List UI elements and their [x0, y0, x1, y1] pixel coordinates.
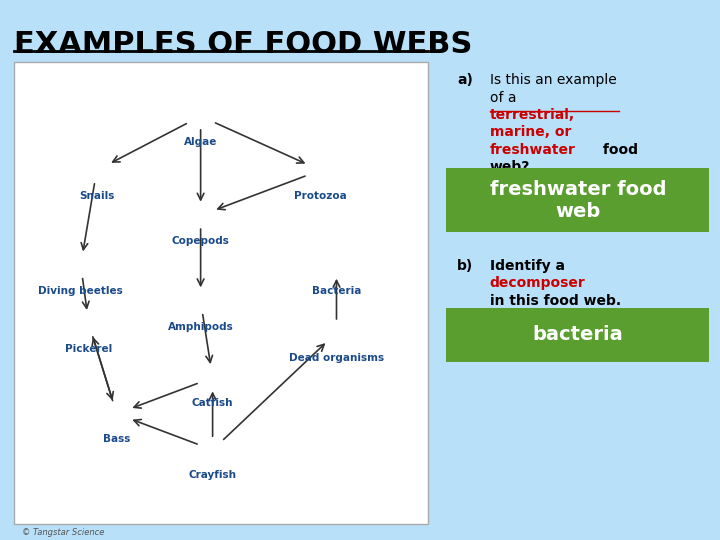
- FancyBboxPatch shape: [14, 62, 428, 524]
- Text: bacteria: bacteria: [532, 325, 624, 345]
- Text: Algae: Algae: [184, 137, 217, 147]
- Text: Dead organisms: Dead organisms: [289, 353, 384, 363]
- Text: Catfish: Catfish: [192, 399, 233, 408]
- Text: in this food web.: in this food web.: [490, 294, 621, 308]
- Text: freshwater: freshwater: [490, 143, 575, 157]
- Text: food: food: [598, 143, 638, 157]
- FancyBboxPatch shape: [446, 308, 709, 362]
- Text: Amphipods: Amphipods: [168, 322, 233, 332]
- Text: freshwater food
web: freshwater food web: [490, 180, 666, 221]
- Text: of a: of a: [490, 91, 521, 105]
- Text: Diving beetles: Diving beetles: [38, 286, 123, 295]
- Text: Bacteria: Bacteria: [312, 286, 361, 295]
- Text: Identify a: Identify a: [490, 259, 564, 273]
- Text: © Tangstar Science: © Tangstar Science: [22, 528, 104, 537]
- Text: terrestrial,: terrestrial,: [490, 108, 575, 122]
- Text: b): b): [457, 259, 474, 273]
- Text: Crayfish: Crayfish: [189, 470, 237, 481]
- Text: decomposer: decomposer: [490, 276, 585, 291]
- Text: Bass: Bass: [103, 434, 130, 444]
- Text: Snails: Snails: [79, 191, 114, 201]
- Text: marine, or: marine, or: [490, 125, 571, 139]
- FancyBboxPatch shape: [446, 168, 709, 232]
- Text: Protozoa: Protozoa: [294, 191, 347, 201]
- Text: a): a): [457, 73, 473, 87]
- Text: EXAMPLES OF FOOD WEBS: EXAMPLES OF FOOD WEBS: [14, 30, 473, 59]
- Text: Copepods: Copepods: [171, 236, 230, 246]
- Text: web?: web?: [490, 160, 530, 174]
- Text: Pickerel: Pickerel: [65, 344, 112, 354]
- Text: Is this an example: Is this an example: [490, 73, 616, 87]
